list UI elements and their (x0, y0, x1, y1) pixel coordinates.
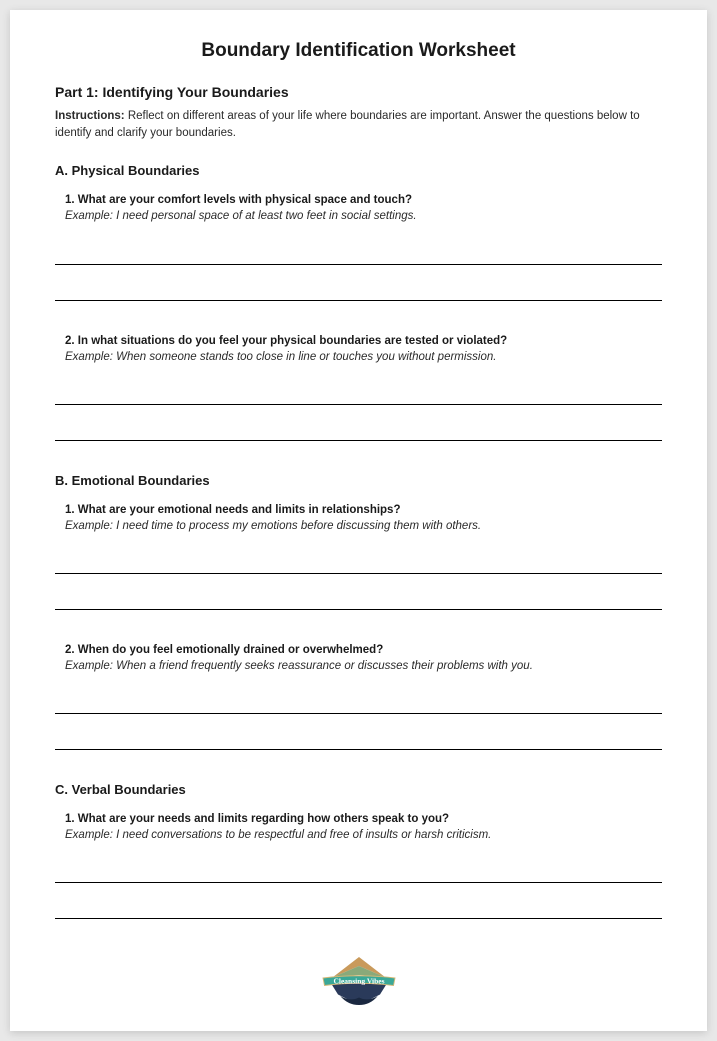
section-b-heading: B. Emotional Boundaries (55, 473, 662, 488)
question-text: 2. When do you feel emotionally drained … (65, 642, 662, 658)
write-line[interactable] (55, 383, 662, 405)
worksheet-page: Boundary Identification Worksheet Part 1… (10, 10, 707, 1031)
example-text: Example: I need personal space of at lea… (65, 208, 662, 224)
example-text: Example: When someone stands too close i… (65, 349, 662, 365)
write-line[interactable] (55, 279, 662, 301)
write-line[interactable] (55, 419, 662, 441)
write-line[interactable] (55, 861, 662, 883)
section-c-heading: C. Verbal Boundaries (55, 782, 662, 797)
section-a-heading: A. Physical Boundaries (55, 163, 662, 178)
write-line[interactable] (55, 588, 662, 610)
cleansing-vibes-logo-icon: Cleansing Vibes (314, 951, 404, 1011)
example-text: Example: I need time to process my emoti… (65, 518, 662, 534)
question-text: 1. What are your emotional needs and lim… (65, 502, 662, 518)
write-line[interactable] (55, 897, 662, 919)
section-b-q2: 2. When do you feel emotionally drained … (55, 642, 662, 750)
section-b-q1: 1. What are your emotional needs and lim… (55, 502, 662, 610)
question-text: 1. What are your needs and limits regard… (65, 811, 662, 827)
section-a-q2: 2. In what situations do you feel your p… (55, 333, 662, 441)
write-line[interactable] (55, 728, 662, 750)
instructions-label: Instructions: (55, 110, 125, 122)
instructions-text: Reflect on different areas of your life … (55, 110, 640, 139)
example-text: Example: I need conversations to be resp… (65, 827, 662, 843)
question-text: 1. What are your comfort levels with phy… (65, 192, 662, 208)
logo-text: Cleansing Vibes (333, 977, 384, 986)
question-text: 2. In what situations do you feel your p… (65, 333, 662, 349)
part-heading: Part 1: Identifying Your Boundaries (55, 84, 662, 100)
worksheet-title: Boundary Identification Worksheet (55, 40, 662, 62)
write-line[interactable] (55, 692, 662, 714)
write-line[interactable] (55, 243, 662, 265)
section-a-q1: 1. What are your comfort levels with phy… (55, 192, 662, 300)
instructions: Instructions: Reflect on different areas… (55, 108, 662, 141)
example-text: Example: When a friend frequently seeks … (65, 658, 662, 674)
section-c-q1: 1. What are your needs and limits regard… (55, 811, 662, 919)
write-line[interactable] (55, 552, 662, 574)
logo-container: Cleansing Vibes (55, 951, 662, 1011)
